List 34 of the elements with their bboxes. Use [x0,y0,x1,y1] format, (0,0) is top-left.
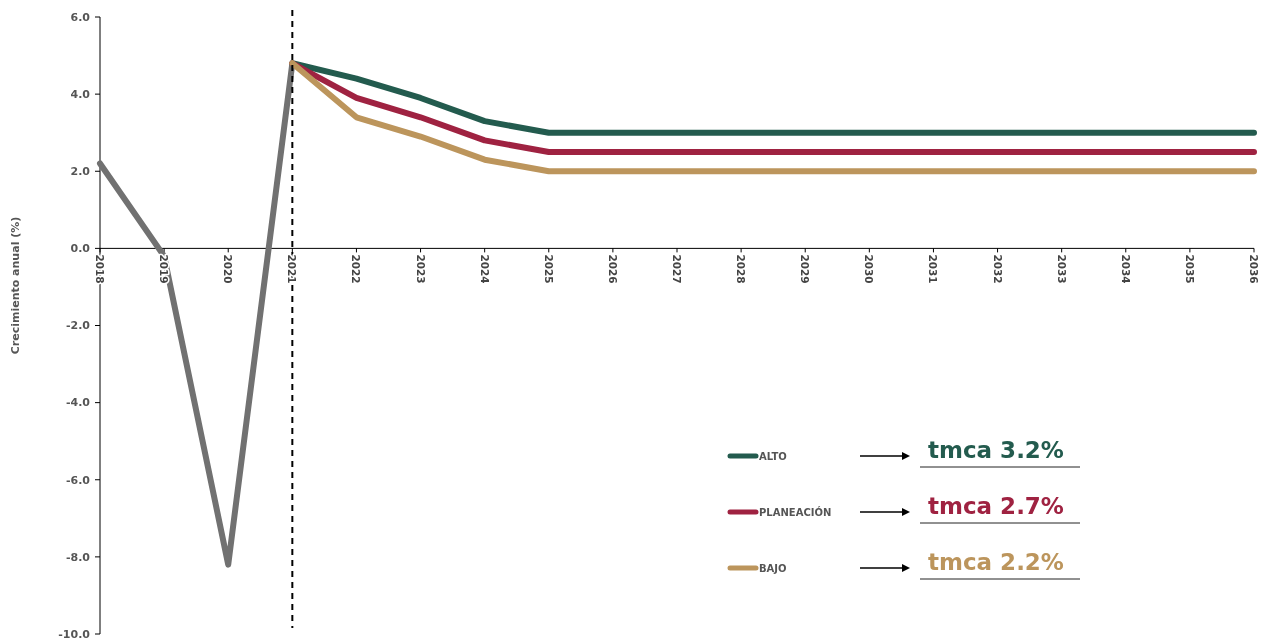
x-tick-label: 2032 [991,254,1004,284]
y-tick-label: 0.0 [70,242,91,256]
x-tick-label: 2022 [350,254,363,284]
legend-label: BAJO [759,562,787,574]
y-tick-label: -6.0 [65,473,91,487]
y-tick-label: -10.0 [58,627,91,639]
x-tick-label: 2023 [414,254,427,284]
annotation: tmca 3.2% [928,437,1064,463]
x-tick-label: 2035 [1183,254,1196,284]
y-tick-label: -4.0 [65,396,91,410]
x-tick-label: 2033 [1055,254,1068,284]
y-tick-label: 2.0 [70,165,91,179]
y-tick-label: -2.0 [65,319,91,333]
y-tick-label: 6.0 [70,10,91,24]
x-tick-label: 2029 [799,254,812,284]
legend-label: PLANEACIÓN [759,505,832,518]
x-tick-label: 2031 [927,254,940,284]
x-tick-label: 2020 [222,254,235,284]
y-tick-label: 4.0 [70,87,91,101]
x-tick-label: 2028 [735,254,748,284]
x-tick-label: 2025 [542,254,555,284]
annotation: tmca 2.7% [928,493,1064,519]
y-axis-title: Crecimiento anual (%) [9,216,22,355]
x-tick-label: 2026 [606,254,619,284]
legend-label: ALTO [759,450,787,462]
x-tick-label: 2018 [94,254,106,284]
annotation: tmca 2.2% [928,549,1064,575]
x-tick-label: 2024 [478,254,491,284]
y-tick-label: -8.0 [65,550,91,564]
x-tick-label: 2027 [671,254,683,284]
x-tick-label: 2030 [863,254,876,284]
x-tick-label: 2034 [1119,254,1132,284]
x-tick-label: 2036 [1248,254,1260,284]
x-tick-label: 2021 [286,254,299,284]
